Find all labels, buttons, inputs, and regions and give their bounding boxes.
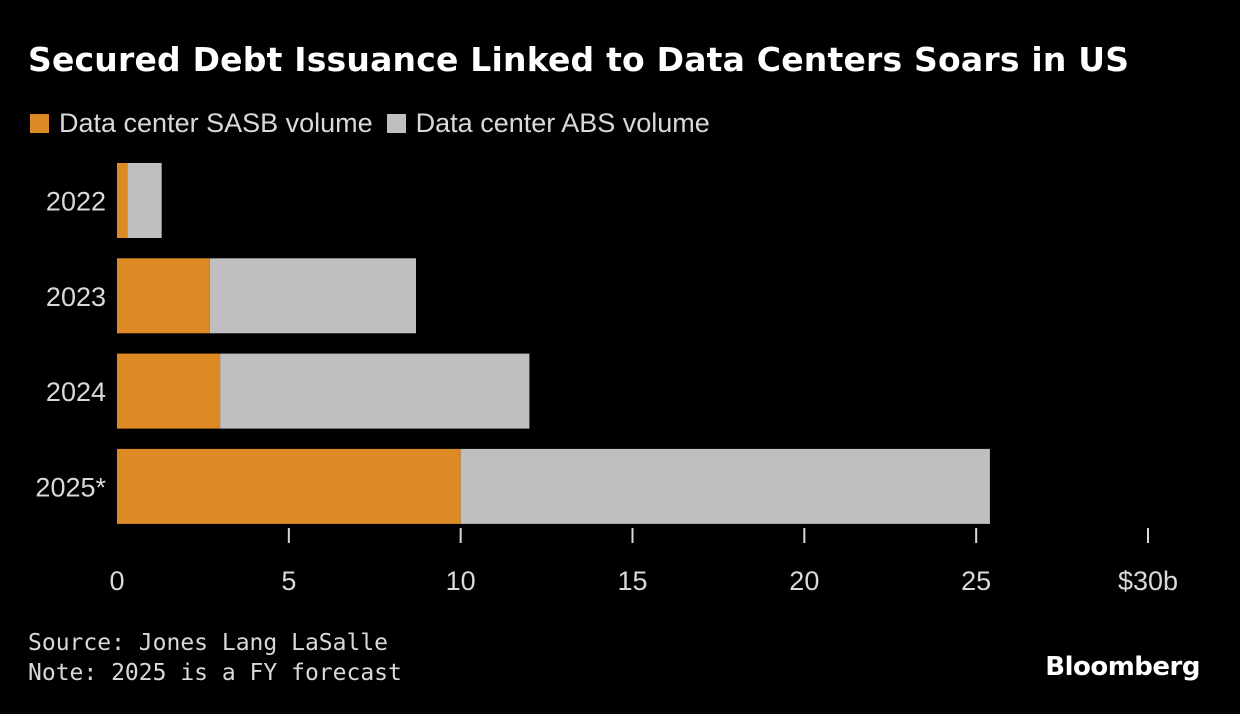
x-tick-label: 5	[281, 566, 296, 596]
legend-item-abs: Data center ABS volume	[386, 108, 710, 139]
x-tick-label: $30b	[1118, 566, 1178, 596]
x-tick-label: 25	[961, 566, 991, 596]
bar-sasb-0	[117, 163, 128, 238]
legend-label-sasb: Data center SASB volume	[59, 108, 373, 138]
bar-abs-3	[460, 448, 990, 524]
legend: Data center SASB volume Data center ABS …	[30, 108, 724, 139]
x-tick-label: 10	[446, 566, 476, 596]
x-tick-label: 20	[789, 566, 819, 596]
legend-swatch-sasb	[30, 114, 49, 133]
bar-abs-2	[220, 353, 530, 429]
bar-abs-0	[127, 163, 162, 238]
x-tick-label: 15	[617, 566, 647, 596]
bar-abs-1	[209, 258, 416, 334]
source-note: Source: Jones Lang LaSalle	[28, 630, 389, 656]
legend-label-abs: Data center ABS volume	[415, 108, 710, 138]
bar-sasb-2	[117, 353, 221, 429]
category-label: 2022	[46, 187, 106, 217]
category-label: 2023	[46, 282, 106, 312]
legend-item-sasb: Data center SASB volume	[30, 108, 373, 139]
forecast-note: Note: 2025 is a FY forecast	[28, 660, 402, 686]
category-label: 2024	[46, 377, 106, 407]
x-tick-label: 0	[109, 566, 124, 596]
bloomberg-logo: Bloomberg	[1045, 652, 1200, 682]
bar-sasb-1	[117, 258, 210, 334]
category-label: 2025*	[35, 472, 106, 502]
bar-sasb-3	[117, 448, 461, 524]
chart-title: Secured Debt Issuance Linked to Data Cen…	[28, 40, 1130, 79]
legend-swatch-abs	[386, 114, 406, 133]
